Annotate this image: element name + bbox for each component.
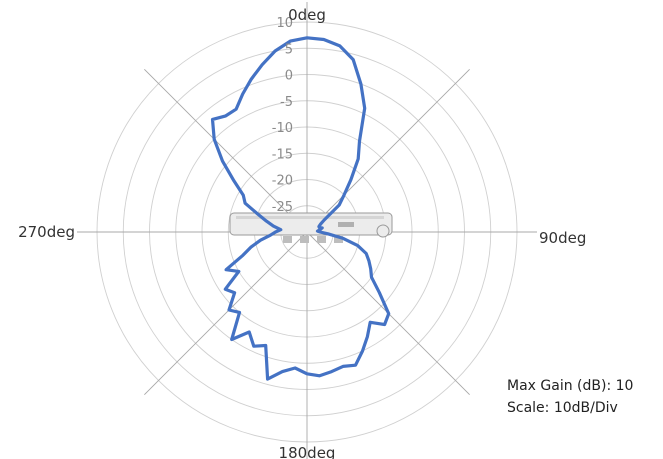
radial-tick-label: 5: [285, 42, 293, 57]
radial-tick-label: -15: [272, 147, 293, 162]
radial-tick-label: -25: [272, 200, 293, 215]
grid-spoke: [306, 69, 470, 233]
gain-trace: [210, 36, 391, 381]
radial-tick-label: -10: [272, 121, 293, 136]
grid-spoke: [144, 231, 308, 395]
radial-tick-labels: 10 5 0 -5 -10 -15 -20 -25: [272, 16, 293, 215]
angle-label: 90deg: [539, 229, 586, 247]
radial-tick-label: 10: [276, 16, 293, 31]
device-illustration: [229, 212, 393, 243]
angle-label: 0deg: [288, 6, 326, 24]
scale-label: Scale: 10dB/Div: [507, 400, 618, 416]
gain-traces: [210, 36, 391, 381]
angle-labels: 0deg 90deg 180deg 270deg: [18, 6, 586, 459]
max-gain-label: Max Gain (dB): 10: [507, 378, 634, 394]
angle-label: 180deg: [279, 444, 336, 459]
radial-tick-label: 0: [285, 69, 293, 84]
radial-tick-label: -5: [280, 95, 293, 110]
grid-spoke: [144, 69, 308, 233]
angle-label: 270deg: [18, 223, 75, 241]
radial-tick-label: -20: [272, 174, 293, 189]
